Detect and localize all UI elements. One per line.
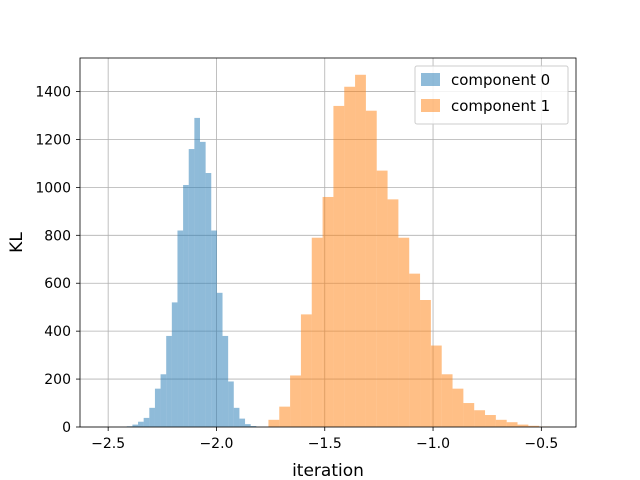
histogram-bars xyxy=(126,74,551,428)
bar xyxy=(138,421,144,427)
bar xyxy=(528,425,540,427)
x-tick-label: −1.0 xyxy=(416,436,450,452)
y-tick-label: 1200 xyxy=(35,132,71,148)
y-tick-label: 600 xyxy=(44,276,71,292)
y-tick-label: 400 xyxy=(44,324,71,340)
bar xyxy=(222,335,229,427)
bar xyxy=(398,237,410,427)
bar xyxy=(333,105,345,427)
y-tick-label: 200 xyxy=(44,372,71,388)
x-axis-ticks: −2.5 −2.0 −1.5 −1.0 −0.5 xyxy=(91,427,558,452)
bar xyxy=(441,374,453,427)
y-axis-label: KL xyxy=(7,232,27,253)
bar xyxy=(211,230,217,427)
legend: component 0 component 1 xyxy=(414,65,569,125)
bar xyxy=(463,403,475,427)
bar xyxy=(322,196,334,427)
bar xyxy=(430,345,442,427)
y-tick-label: 0 xyxy=(62,420,71,436)
bar xyxy=(485,415,496,427)
bar xyxy=(188,149,195,427)
legend-swatch-component-0 xyxy=(421,73,440,86)
x-tick-label: −2.0 xyxy=(199,436,233,452)
bar xyxy=(132,424,139,427)
legend-box xyxy=(414,65,569,125)
bar xyxy=(216,292,223,427)
x-axis-label: iteration xyxy=(292,461,364,480)
y-tick-label: 1000 xyxy=(35,180,71,196)
bar xyxy=(290,375,301,427)
x-tick-label: −2.5 xyxy=(91,436,125,452)
bar xyxy=(517,424,529,427)
plot-frame xyxy=(79,57,577,428)
bar xyxy=(311,237,323,427)
bar xyxy=(245,424,251,427)
bar xyxy=(506,422,518,427)
bar xyxy=(376,170,388,427)
bar xyxy=(409,273,421,427)
bar xyxy=(228,381,234,427)
series-1-bars xyxy=(268,74,551,428)
bar xyxy=(143,417,150,427)
bar xyxy=(387,199,399,427)
bar xyxy=(205,173,212,427)
bar xyxy=(474,410,486,427)
bar xyxy=(154,388,161,427)
bar xyxy=(183,184,189,427)
bar xyxy=(149,407,155,427)
bar xyxy=(166,335,172,427)
bar xyxy=(355,74,366,427)
bar xyxy=(300,314,312,427)
y-tick-label: 1400 xyxy=(35,85,71,101)
bar xyxy=(452,388,464,427)
bar xyxy=(420,300,431,427)
y-tick-label: 800 xyxy=(44,228,71,244)
bar xyxy=(239,418,246,427)
x-tick-label: −0.5 xyxy=(524,436,558,452)
bar xyxy=(177,230,184,427)
bar xyxy=(171,302,178,427)
legend-swatch-component-1 xyxy=(421,99,440,112)
bar xyxy=(495,419,507,427)
bar xyxy=(268,419,280,427)
x-tick-label: −1.5 xyxy=(308,436,342,452)
bar xyxy=(199,141,206,427)
bar xyxy=(250,426,257,427)
y-axis-ticks: 0 200 400 600 800 1000 1200 1400 xyxy=(35,85,80,436)
bar xyxy=(365,110,377,427)
bar xyxy=(233,407,240,427)
bar xyxy=(344,86,356,428)
bar xyxy=(160,374,167,427)
legend-label-component-0: component 0 xyxy=(451,71,550,89)
series-0-bars xyxy=(126,117,257,428)
bar xyxy=(194,117,200,428)
legend-label-component-1: component 1 xyxy=(451,97,550,115)
bar xyxy=(279,406,291,427)
